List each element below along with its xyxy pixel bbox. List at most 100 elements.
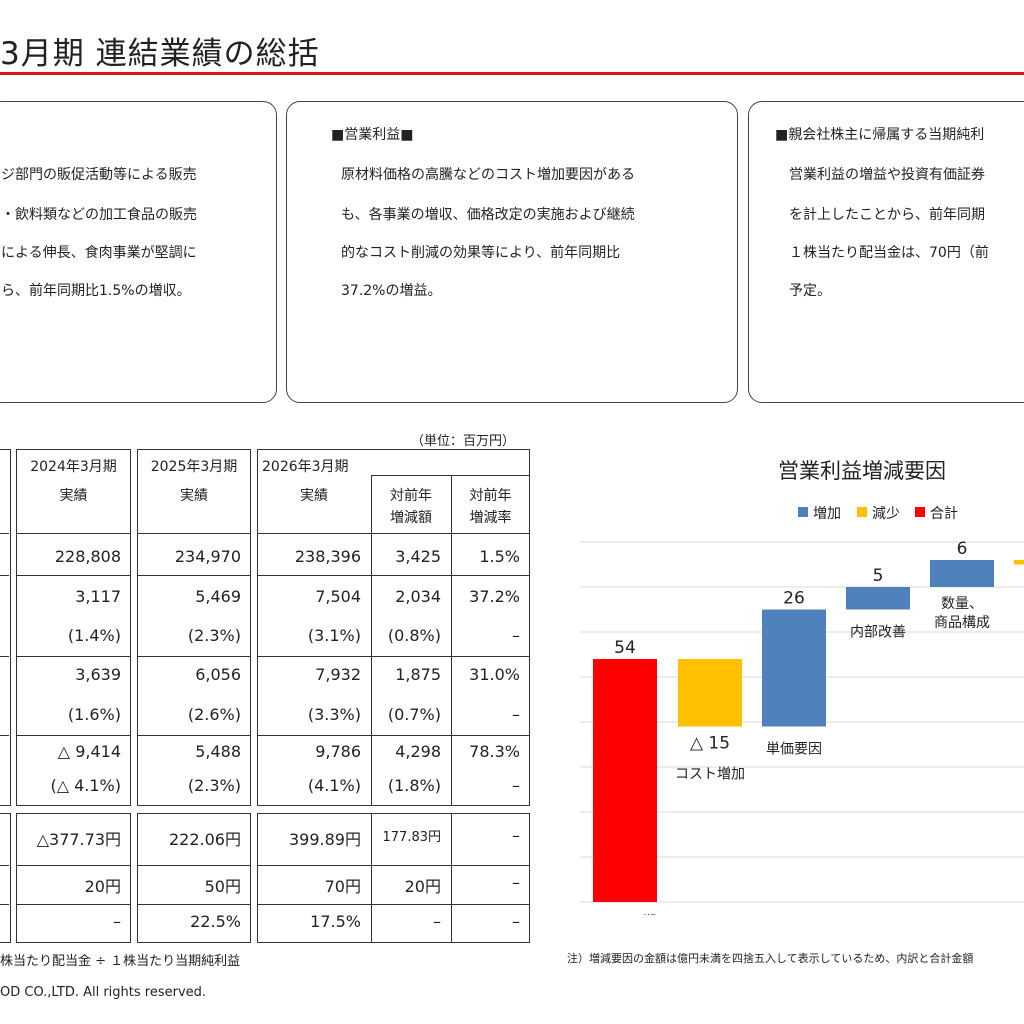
table-cell: 399.89円	[289, 830, 361, 849]
table-stub-rule	[0, 735, 9, 736]
unit-note: （単位：百万円）	[411, 434, 516, 449]
waterfall-category-label: 単価要因	[766, 742, 822, 758]
table-cell: △377.73円	[36, 830, 121, 849]
table-cell: 31.0%	[469, 665, 520, 684]
table-stub-column-lower	[0, 813, 11, 943]
table-cell: 6,056	[195, 665, 241, 684]
table-cell: 7,932	[315, 665, 361, 684]
header-fy2026-actual: 実績	[300, 488, 328, 504]
op-profit-line-3: 的なコスト削減の効果等により、前年同期比	[341, 245, 621, 261]
table-column-rule	[451, 475, 452, 806]
table-row-rule	[257, 904, 530, 905]
table-column-rule	[451, 813, 452, 943]
waterfall-value-label: 5	[873, 566, 884, 586]
table-cell: 7,504	[315, 587, 361, 606]
table-stub-rule	[0, 575, 9, 576]
net-income-line-4: 予定。	[789, 283, 831, 299]
legend-swatch-total	[915, 507, 925, 517]
table-cell: –	[113, 912, 121, 931]
table-cell: (2.3%)	[187, 776, 241, 795]
table-cell: 3,117	[75, 587, 121, 606]
table-stub-rule	[0, 865, 9, 866]
table-cell: 5,469	[195, 587, 241, 606]
table-cell: (4.1%)	[307, 776, 361, 795]
legend-swatch-increase	[798, 507, 808, 517]
table-cell: –	[512, 912, 520, 931]
table-cell: (1.4%)	[67, 626, 121, 645]
table-cell: 2,034	[395, 587, 441, 606]
table-cell: 22.5%	[190, 912, 241, 931]
sales-line-1: ジ部門の販促活動等による販売	[1, 167, 197, 183]
table-cell: 17.5%	[310, 912, 361, 931]
waterfall-bar-total	[593, 659, 657, 902]
waterfall-value-label: 26	[783, 589, 805, 609]
table-cell: 1.5%	[479, 547, 520, 566]
table-cell: 228,808	[54, 547, 121, 566]
table-row-rule	[137, 735, 251, 736]
net-income-line-1: 営業利益の増益や投資有価証券	[789, 167, 985, 183]
table-row-rule	[137, 575, 251, 576]
table-cell: (0.7%)	[387, 705, 441, 724]
net-income-heading: ■親会社株主に帰属する当期純利	[775, 127, 985, 143]
table-column-fy2025-lower	[137, 813, 251, 943]
table-cell: (2.6%)	[187, 705, 241, 724]
table-cell: –	[512, 873, 520, 892]
table-stub-column	[0, 449, 11, 806]
table-row-rule	[137, 865, 251, 866]
table-cell: 9,786	[315, 742, 361, 761]
net-income-line-3: １株当たり配当金は、70円（前	[789, 245, 989, 261]
sales-summary-box: ジ部門の販促活動等による販売 ・飲料類などの加工食品の販売 による伸長、食肉事業…	[0, 101, 277, 403]
table-cell: 3,639	[75, 665, 121, 684]
page-title: 3月期 連結業績の総括	[0, 36, 320, 72]
table-subheader-rule	[371, 475, 530, 476]
footnote-left: 株当たり配当金 ÷ １株当たり当期純利益	[0, 954, 241, 969]
table-row-rule	[16, 865, 131, 866]
header-yoy-rate-2: 増減率	[469, 510, 512, 526]
copyright: OD CO.,LTD. All rights reserved.	[0, 985, 207, 1000]
table-cell: (1.6%)	[67, 705, 121, 724]
sales-line-3: による伸長、食肉事業が堅調に	[1, 245, 197, 261]
net-income-summary-box: ■親会社株主に帰属する当期純利 営業利益の増益や投資有価証券 を計上したことから…	[748, 101, 1024, 403]
op-profit-summary-box: ■営業利益■ 原材料価格の高騰などのコスト増加要因がある も、各事業の増収、価格…	[286, 101, 738, 403]
waterfall-bar-increase	[846, 587, 910, 610]
op-profit-line-2: も、各事業の増収、価格改定の実施および継続	[341, 207, 635, 223]
table-row-rule	[16, 575, 131, 576]
sales-line-2: ・飲料類などの加工食品の販売	[1, 207, 197, 223]
waterfall-bar-decrease	[1014, 560, 1024, 565]
table-cell: 37.2%	[469, 587, 520, 606]
table-stub-rule	[0, 656, 9, 657]
header-fy2024-actual: 実績	[59, 488, 88, 504]
table-stub-rule	[0, 904, 9, 905]
table-column-fy2026	[257, 449, 530, 806]
header-yoy-rate-1: 対前年	[469, 488, 512, 504]
table-column-fy2024-lower	[16, 813, 131, 943]
legend-swatch-decrease	[857, 507, 867, 517]
op-profit-line-1: 原材料価格の高騰などのコスト増加要因がある	[341, 167, 635, 183]
table-row-rule	[257, 533, 530, 534]
legend-label-total: 合計	[930, 506, 958, 522]
net-income-line-2: を計上したことから、前年同期	[789, 207, 985, 223]
table-row-rule	[16, 533, 131, 534]
waterfall-bar-increase	[930, 560, 994, 587]
table-cell: 3,425	[395, 547, 441, 566]
table-row-rule	[16, 656, 131, 657]
table-cell: 20円	[404, 877, 441, 896]
waterfall-category-label: 数量、	[941, 596, 983, 612]
table-column-fy2026-lower	[257, 813, 530, 943]
table-row-rule	[137, 904, 251, 905]
table-cell: 4,298	[395, 742, 441, 761]
table-cell: △ 9,414	[57, 742, 121, 761]
waterfall-bar-decrease	[678, 659, 742, 727]
table-cell: 78.3%	[469, 742, 520, 761]
table-row-rule	[257, 575, 530, 576]
op-profit-heading: ■営業利益■	[331, 127, 414, 143]
op-profit-line-4: 37.2%の増益。	[341, 283, 442, 299]
table-cell: 20円	[84, 877, 121, 896]
table-row-rule	[16, 735, 131, 736]
waterfall-bar-increase	[762, 609, 826, 727]
waterfall-value-label: 54	[614, 638, 636, 658]
table-column-fy2025	[137, 449, 251, 806]
waterfall-category-label: 内部改善	[850, 625, 906, 641]
title-rule	[0, 72, 1024, 75]
header-fy2026: 2026年3月期	[262, 459, 349, 475]
